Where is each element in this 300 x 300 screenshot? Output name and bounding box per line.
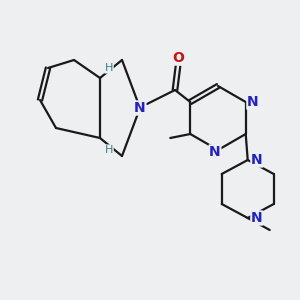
Text: O: O — [172, 51, 184, 65]
Text: H: H — [105, 145, 113, 155]
Text: H: H — [105, 63, 113, 73]
Text: N: N — [251, 211, 262, 225]
Text: N: N — [251, 153, 262, 167]
Text: N: N — [247, 95, 259, 109]
Text: N: N — [134, 101, 146, 115]
Text: N: N — [209, 145, 221, 159]
